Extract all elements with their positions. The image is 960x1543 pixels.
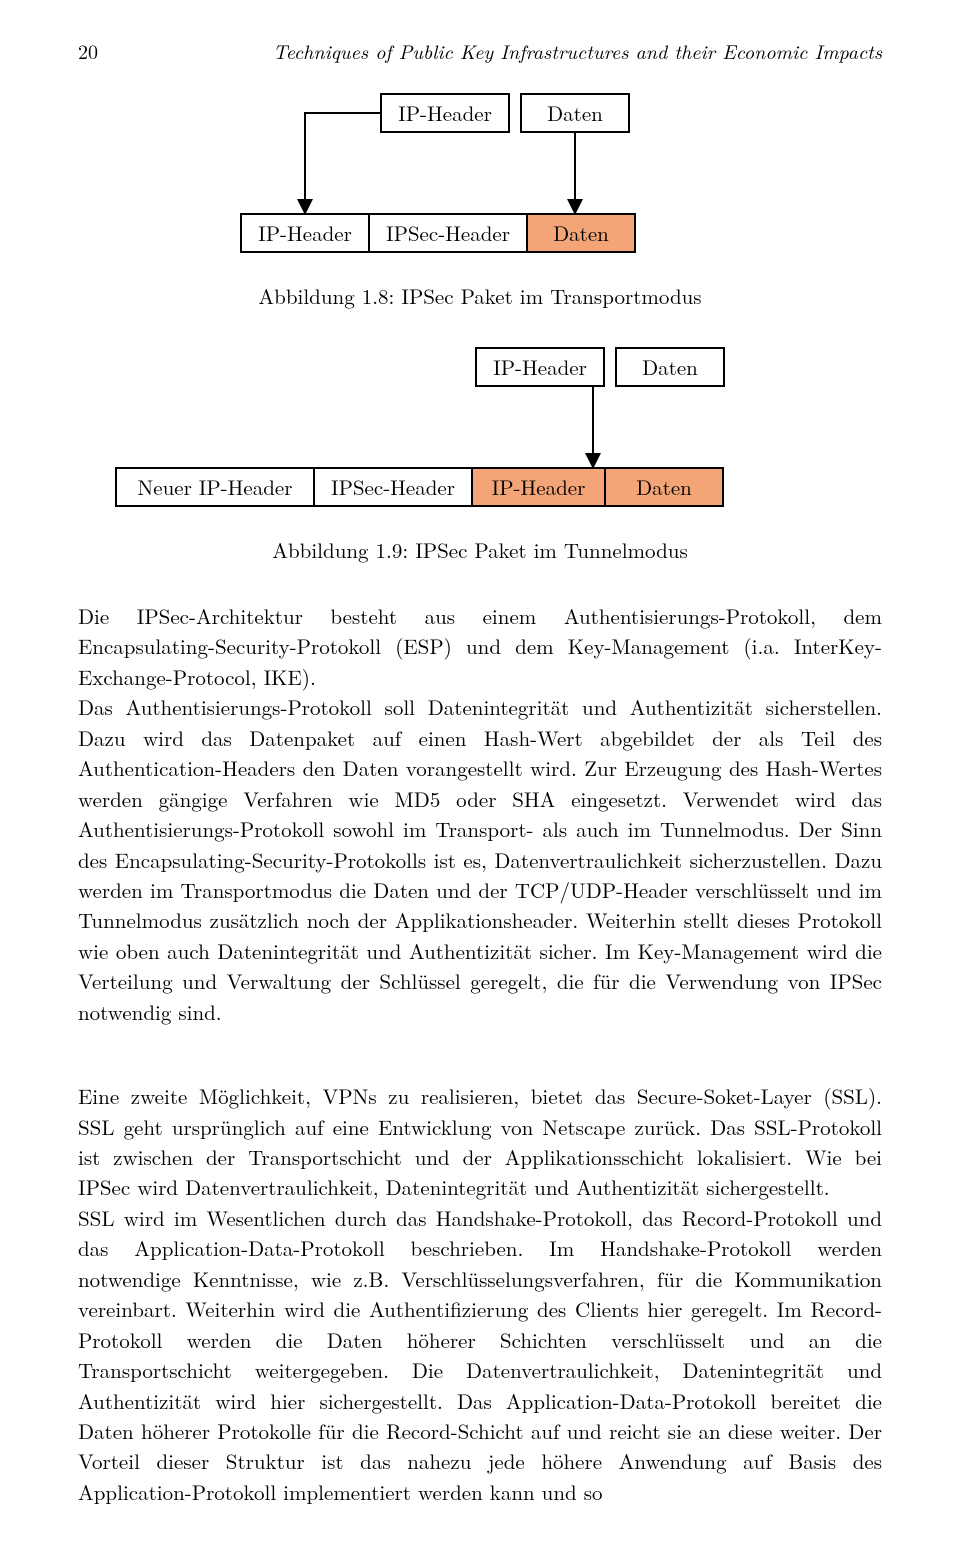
page-container: 20 Techniques of Public Key Infrastructu… <box>0 0 960 1543</box>
running-title: Techniques of Public Key Infrastructures… <box>273 36 882 65</box>
section-gap <box>78 1027 882 1069</box>
page-number: 20 <box>78 36 98 65</box>
diagram-tunnelmodus: IP-Header Daten Neuer IP-Header IPSec-He… <box>115 347 845 517</box>
caption-diagram2: Abbildung 1.9: IPSec Paket im Tunnelmodu… <box>78 535 882 565</box>
diagram2-arrows <box>115 347 845 517</box>
paragraph-2: Das Authentisierungs-Protokoll soll Date… <box>78 692 882 1027</box>
caption-diagram1: Abbildung 1.8: IPSec Paket im Transportm… <box>78 281 882 311</box>
paragraph-4: SSL wird im Wesentlichen durch das Hands… <box>78 1203 882 1507</box>
paragraph-3: Eine zweite Möglichkeit, VPNs zu realisi… <box>78 1081 882 1203</box>
diagram1-arrows <box>210 93 750 263</box>
page-header: 20 Techniques of Public Key Infrastructu… <box>78 36 882 65</box>
paragraph-1: Die IPSec-Architektur besteht aus einem … <box>78 601 882 692</box>
diagram-transportmodus: IP-Header Daten IP-Header IPSec-Header D… <box>210 93 750 263</box>
